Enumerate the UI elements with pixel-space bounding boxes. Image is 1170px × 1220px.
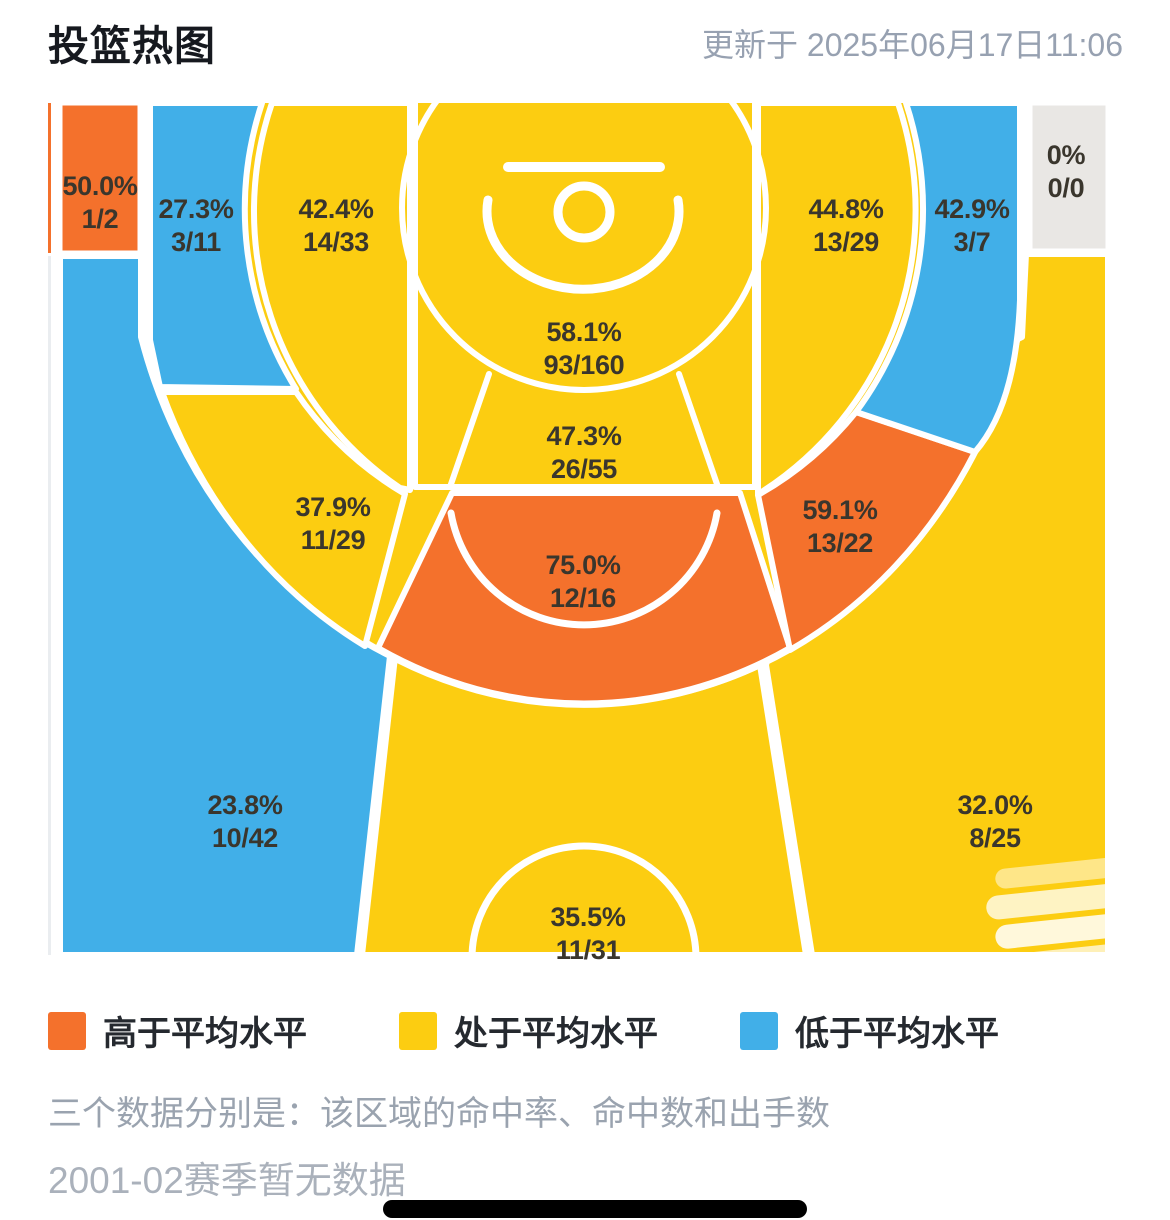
zone-label-three-right: 32.0% 8/25	[957, 790, 1033, 853]
legend-item-above: 高于平均水平	[48, 1006, 307, 1055]
zone-label-wing-right: 59.1% 13/22	[802, 495, 878, 558]
zone-wing-left	[159, 389, 408, 649]
zone-label-elbow-right: 44.8% 13/29	[808, 194, 884, 257]
zone-label-elbow-left: 42.4% 14/33	[298, 194, 374, 257]
smudge-overlay	[986, 857, 1151, 999]
legend-swatch-average	[399, 1011, 437, 1050]
home-indicator[interactable]	[383, 1200, 807, 1218]
free-throw-arc	[447, 509, 721, 629]
legend-label-below: 低于平均水平	[795, 1015, 999, 1053]
legend-label-above: 高于平均水平	[103, 1015, 307, 1053]
edge-sliver-top	[48, 103, 51, 253]
restricted-arc	[482, 195, 684, 294]
legend-swatch-above	[48, 1011, 86, 1050]
legend-label-average: 处于平均水平	[454, 1015, 658, 1053]
zone-wing-right	[755, 409, 978, 653]
updated-timestamp: 更新于 2025年06月17日11:06	[702, 27, 1123, 63]
edge-sliver-bottom	[48, 256, 51, 955]
zone-label-three-left: 23.8% 10/42	[207, 790, 283, 853]
zone-baseline-right	[853, 100, 1023, 455]
zone-label-wing-left: 37.9% 11/29	[295, 492, 371, 555]
zone-free-throw	[375, 490, 793, 707]
zone-elbow-left	[251, 100, 413, 493]
zone-label-free-throw: 75.0% 12/16	[545, 550, 621, 613]
zone-baseline-left	[147, 100, 299, 392]
zone-elbow-right	[755, 100, 919, 498]
court-lines	[399, 100, 769, 958]
page-title: 投篮热图	[48, 23, 216, 69]
legend-item-average: 处于平均水平	[399, 1006, 658, 1055]
note-season-no-data: 2001-02赛季暂无数据	[48, 1160, 406, 1201]
zone-label-rim: 58.1% 93/160	[543, 317, 625, 380]
zone-corner-right	[1027, 100, 1108, 254]
zone-corner-left	[60, 100, 143, 256]
zone-label-baseline-right: 42.9% 3/7	[934, 194, 1010, 257]
zone-label-corner-right: 0% 0/0	[1046, 140, 1086, 203]
low-paint-divider-lines	[447, 371, 721, 490]
zone-label-corner-left: 50.0% 1/2	[62, 171, 138, 234]
zone-label-baseline-left: 27.3% 3/11	[158, 194, 234, 257]
note-data-explanation: 三个数据分别是：该区域的命中率、命中数和出手数	[48, 1095, 830, 1133]
rim-circle	[553, 181, 615, 243]
zone-label-three-top: 35.5% 11/31	[550, 902, 626, 965]
legend-item-below: 低于平均水平	[740, 1006, 999, 1055]
paint-circle-line	[399, 100, 769, 393]
zone-label-low-paint: 47.3% 26/55	[546, 421, 622, 484]
center-court-arc	[468, 842, 700, 958]
legend-swatch-below	[740, 1011, 778, 1050]
